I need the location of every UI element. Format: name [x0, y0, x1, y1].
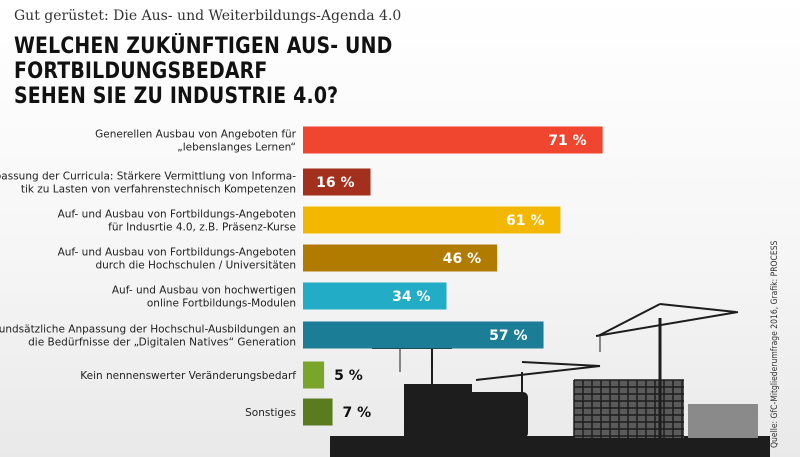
subtitle: Gut gerüstet: Die Aus- und Weiterbildung… [14, 8, 402, 24]
bar [303, 282, 447, 310]
category-label: Kein nennenswerter Veränderungsbedarf [80, 370, 296, 382]
title-line-2: SEHEN SIE ZU INDUSTRIE 4.0? [14, 84, 339, 109]
page-title: WELCHEN ZUKÜNFTIGEN AUS- UND FORTBILDUNG… [14, 34, 564, 109]
bar-group: Auf- und Ausbau von Fortbildungs-Angebot… [58, 206, 561, 234]
category-label: Auf- und Ausbau von Fortbildungs-Angebot… [58, 209, 296, 221]
category-label: tik zu Lasten von verfahrenstechnisch Ko… [21, 184, 296, 196]
crane-silhouette-3 [595, 303, 739, 438]
category-label: durch die Hochschulen / Universitäten [95, 260, 296, 272]
value-label: 57 % [489, 328, 527, 344]
bar-group: Anpassung der Curricula: Stärkere Vermit… [0, 168, 371, 196]
bar-group: Generellen Ausbau von Angeboten für„lebe… [95, 126, 603, 154]
category-label: Auf- und Ausbau von hochwertigen [112, 285, 296, 297]
value-label: 71 % [548, 133, 586, 149]
category-label: Sonstiges [245, 407, 296, 419]
bar [303, 398, 333, 426]
value-label: 61 % [506, 213, 544, 229]
category-label: Auf- und Ausbau von Fortbildungs-Angebot… [58, 247, 296, 259]
bars-layer: Generellen Ausbau von Angeboten für„lebe… [0, 126, 603, 426]
crane-silhouette-2 [475, 361, 601, 438]
category-label: Anpassung der Curricula: Stärkere Vermit… [0, 171, 296, 183]
value-label: 5 % [334, 368, 363, 384]
bar [303, 361, 325, 389]
bar-group: Auf- und Ausbau von Fortbildungs-Angebot… [58, 244, 498, 272]
bar [303, 168, 371, 196]
value-label: 7 % [343, 405, 372, 421]
bar-group: Grundsätzliche Anpassung der Hochschul-A… [0, 321, 544, 349]
value-label: 34 % [392, 289, 430, 305]
category-label: „lebenslanges Lernen“ [177, 142, 296, 154]
bar [303, 126, 603, 154]
category-label: online Fortbildungs-Modulen [147, 298, 296, 310]
bar [303, 244, 498, 272]
value-label: 16 % [316, 175, 354, 191]
category-label: für Indusrtie 4.0, z.B. Präsenz-Kurse [108, 222, 296, 234]
value-label: 46 % [443, 251, 481, 267]
category-label: Grundsätzliche Anpassung der Hochschul-A… [0, 324, 296, 336]
category-label: die Bedürfnisse der „Digitalen Natives“ … [28, 337, 296, 349]
bar [303, 206, 561, 234]
ground-silhouette [330, 436, 770, 457]
construction-skyline-illustration [330, 303, 770, 457]
title-line-1: WELCHEN ZUKÜNFTIGEN AUS- UND FORTBILDUNG… [14, 34, 393, 84]
bar-group: Kein nennenswerter Veränderungsbedarf 5 % [80, 361, 363, 389]
bar [303, 321, 544, 349]
source-note: Quelle: GfC-Mitgliederumfrage 2016, Graf… [770, 240, 780, 448]
building-silhouette-center [428, 392, 528, 438]
building-silhouette-far-right [688, 404, 758, 438]
bar-group: Sonstiges 7 % [245, 398, 372, 426]
scaffold-grid [573, 379, 684, 438]
category-label: Generellen Ausbau von Angeboten für [95, 129, 297, 141]
